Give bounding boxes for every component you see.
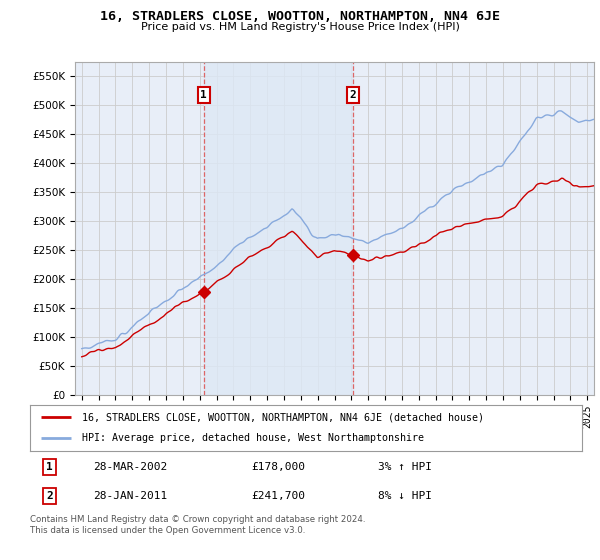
Text: Price paid vs. HM Land Registry's House Price Index (HPI): Price paid vs. HM Land Registry's House … [140, 22, 460, 32]
Text: £178,000: £178,000 [251, 462, 305, 472]
Text: 3% ↑ HPI: 3% ↑ HPI [378, 462, 432, 472]
Text: 2: 2 [349, 90, 356, 100]
Text: 16, STRADLERS CLOSE, WOOTTON, NORTHAMPTON, NN4 6JE (detached house): 16, STRADLERS CLOSE, WOOTTON, NORTHAMPTO… [82, 412, 484, 422]
Text: 16, STRADLERS CLOSE, WOOTTON, NORTHAMPTON, NN4 6JE: 16, STRADLERS CLOSE, WOOTTON, NORTHAMPTO… [100, 10, 500, 23]
Text: 28-MAR-2002: 28-MAR-2002 [94, 462, 168, 472]
Text: Contains HM Land Registry data © Crown copyright and database right 2024.
This d: Contains HM Land Registry data © Crown c… [30, 515, 365, 535]
Text: 1: 1 [200, 90, 207, 100]
Text: 28-JAN-2011: 28-JAN-2011 [94, 491, 168, 501]
Text: 8% ↓ HPI: 8% ↓ HPI [378, 491, 432, 501]
Text: HPI: Average price, detached house, West Northamptonshire: HPI: Average price, detached house, West… [82, 433, 424, 444]
Text: £241,700: £241,700 [251, 491, 305, 501]
Text: 1: 1 [46, 462, 53, 472]
Bar [204, 62, 353, 395]
Text: 2: 2 [46, 491, 53, 501]
